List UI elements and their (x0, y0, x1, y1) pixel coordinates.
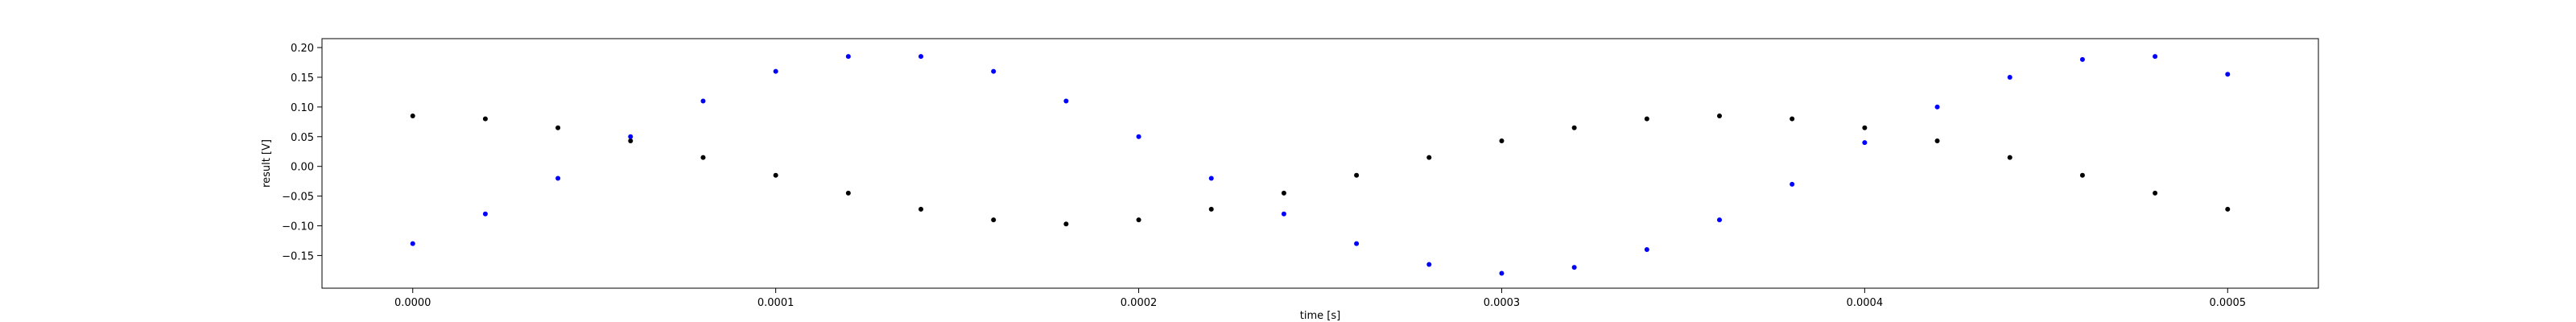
data-point (628, 138, 634, 143)
data-point (1790, 116, 1795, 122)
series-0 (410, 113, 2231, 227)
y-tick-label: 0.00 (291, 162, 314, 174)
x-tick-label: 0.0002 (1121, 297, 1158, 309)
y-axis-ticks: 0.20 0.15 0.10 0.05 0.00 −0.05 −0.10 −0.15 (282, 43, 322, 262)
data-point (1717, 113, 1722, 118)
data-point (1790, 181, 1795, 187)
data-point (1063, 98, 1069, 104)
y-tick-label: 0.10 (291, 102, 314, 114)
x-tick-label: 0.0003 (1484, 297, 1521, 309)
data-point (555, 125, 561, 130)
data-point (482, 116, 488, 122)
data-point (991, 68, 997, 74)
y-tick-label: −0.10 (282, 221, 314, 233)
x-axis-ticks: 0.0000 0.0001 0.0002 0.0003 0.0004 0.0005 (394, 288, 2246, 309)
data-point (2225, 72, 2231, 77)
data-point (1499, 270, 1505, 276)
data-point (2153, 54, 2158, 60)
data-point (555, 175, 561, 181)
data-point (845, 190, 851, 196)
data-point (2079, 172, 2085, 178)
data-point (1354, 241, 1360, 246)
y-tick-label: −0.15 (282, 250, 314, 262)
data-point (1281, 190, 1286, 196)
data-point (1281, 211, 1286, 217)
data-point (1426, 155, 1432, 160)
data-point (410, 241, 415, 246)
data-point (2153, 190, 2158, 196)
data-point (1644, 116, 1649, 122)
data-point (1571, 265, 1577, 270)
plot-frame (321, 38, 2319, 289)
data-point (1208, 175, 1214, 181)
data-point (700, 98, 706, 104)
y-tick-label: −0.05 (282, 192, 314, 204)
x-tick-label: 0.0000 (394, 297, 431, 309)
plot-points (410, 54, 2231, 276)
data-point (773, 172, 778, 178)
data-point (1426, 262, 1432, 267)
series-1 (410, 54, 2231, 276)
data-point (773, 68, 778, 74)
data-point (700, 155, 706, 160)
data-point (919, 206, 923, 212)
data-point (1644, 247, 1649, 253)
data-point (1862, 140, 1868, 146)
data-point (2225, 206, 2231, 212)
data-point (1717, 217, 1722, 223)
data-point (482, 211, 488, 217)
x-tick-label: 0.0004 (1847, 297, 1884, 309)
x-tick-label: 0.0005 (2210, 297, 2247, 309)
data-point (845, 54, 851, 60)
data-point (1499, 138, 1505, 143)
data-point (410, 113, 415, 118)
data-point (1934, 138, 1940, 143)
y-tick-label: 0.05 (291, 132, 314, 144)
data-point (1136, 217, 1141, 223)
x-tick-label: 0.0001 (758, 297, 795, 309)
y-axis-label: result [V] (261, 139, 273, 188)
data-point (991, 217, 997, 223)
data-point (1354, 172, 1360, 178)
data-point (2007, 74, 2013, 80)
data-point (1862, 125, 1868, 130)
data-point (1136, 134, 1141, 139)
data-point (1208, 206, 1214, 212)
y-tick-label: 0.15 (291, 72, 314, 85)
data-point (1063, 221, 1069, 227)
data-point (2007, 155, 2013, 160)
data-point (1934, 104, 1940, 109)
y-tick-label: 0.20 (291, 43, 314, 55)
x-axis-label: time [s] (1300, 310, 1340, 322)
data-point (1571, 125, 1577, 130)
data-point (2079, 56, 2085, 62)
data-point (628, 134, 634, 139)
data-point (919, 54, 923, 60)
